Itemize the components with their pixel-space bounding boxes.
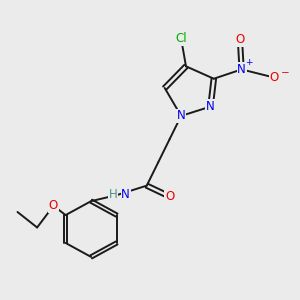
Text: N: N (206, 100, 215, 113)
Text: H: H (109, 188, 117, 201)
Text: O: O (49, 199, 58, 212)
Text: N: N (237, 63, 246, 76)
Text: O: O (235, 34, 244, 46)
Text: O: O (165, 190, 174, 203)
Text: −: − (281, 68, 290, 78)
Text: O: O (270, 71, 279, 84)
Text: N: N (121, 188, 130, 201)
Text: Cl: Cl (175, 32, 187, 45)
Text: N: N (177, 110, 185, 122)
Text: +: + (245, 58, 253, 67)
